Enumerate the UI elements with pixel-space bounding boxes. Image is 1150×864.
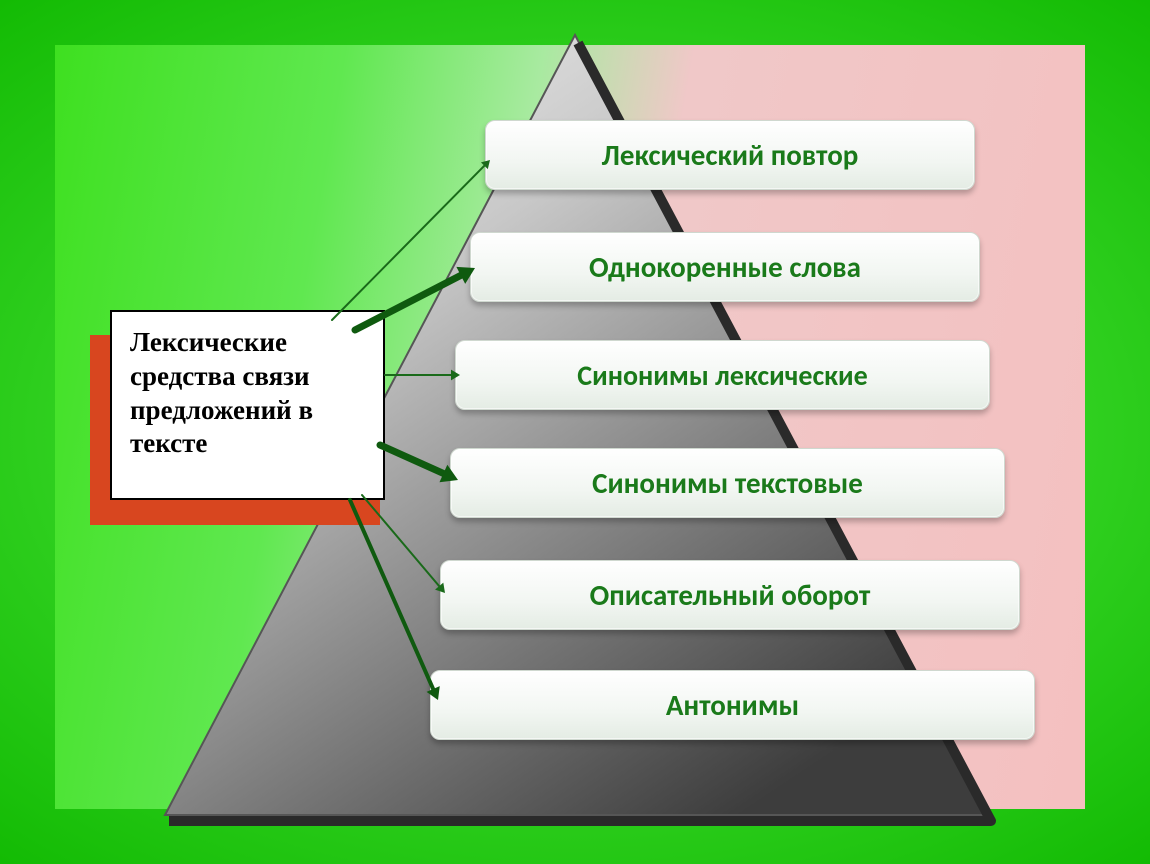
list-item: Лексический повтор [485, 120, 975, 190]
source-box-text: Лексические средства связи предложений в… [130, 327, 313, 458]
list-item-label: Антонимы [666, 687, 799, 723]
list-item: Синонимы лексические [455, 340, 990, 410]
diagram-stage: Лексические средства связи предложений в… [0, 0, 1150, 864]
list-item: Синонимы текстовые [450, 448, 1005, 518]
list-item: Однокоренные слова [470, 232, 980, 302]
list-item-label: Лексический повтор [602, 137, 859, 173]
source-box: Лексические средства связи предложений в… [110, 310, 385, 500]
list-item-label: Однокоренные слова [589, 249, 861, 285]
list-item-label: Синонимы текстовые [592, 465, 863, 501]
list-item-label: Синонимы лексические [577, 358, 867, 393]
list-item: Антонимы [430, 670, 1035, 740]
list-item-label: Описательный оборот [590, 577, 871, 613]
list-item: Описательный оборот [440, 560, 1020, 630]
